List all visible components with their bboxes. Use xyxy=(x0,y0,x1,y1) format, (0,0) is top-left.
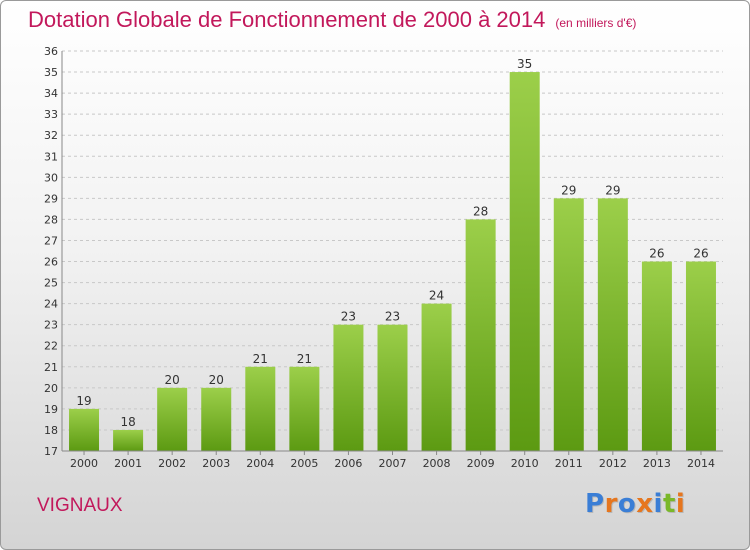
data-label-2001: 18 xyxy=(120,415,135,429)
logo-letter: x xyxy=(636,489,654,519)
data-label-2007: 23 xyxy=(385,310,400,324)
bar-2003 xyxy=(201,387,232,451)
bar-2002 xyxy=(157,387,188,451)
y-tick-label: 19 xyxy=(44,403,58,416)
chart-title: Dotation Globale de Fonctionnement de 20… xyxy=(28,7,636,33)
y-tick-label: 33 xyxy=(44,108,58,121)
data-label-2000: 19 xyxy=(76,394,91,408)
data-label-2012: 29 xyxy=(605,183,620,197)
bar-2005 xyxy=(289,366,320,451)
bar-2009 xyxy=(465,219,496,451)
data-label-2008: 24 xyxy=(429,289,444,303)
x-tick-label-2003: 2003 xyxy=(202,457,230,470)
x-tick-label-2010: 2010 xyxy=(511,457,539,470)
bar-2000 xyxy=(69,408,100,451)
bars: 19 18 20 20 21 21 23 23 24 28 35 29 29 26 26 xyxy=(69,57,716,451)
y-tick-label: 26 xyxy=(44,256,58,269)
bar-2008 xyxy=(421,303,452,451)
y-tick-label: 29 xyxy=(44,192,58,205)
x-tick-label-2014: 2014 xyxy=(687,457,715,470)
x-tick-label-2002: 2002 xyxy=(158,457,186,470)
y-tick-label: 17 xyxy=(44,445,58,458)
x-tick-label-2013: 2013 xyxy=(643,457,671,470)
y-axis: 17 18 19 20 21 22 23 24 25 26 27 28 29 30 31 32 33 34 35 36 xyxy=(44,45,63,458)
data-label-2013: 26 xyxy=(649,247,664,261)
bar-2012 xyxy=(597,198,628,451)
logo-letter: r xyxy=(604,489,618,519)
data-label-2005: 21 xyxy=(297,352,312,366)
logo-letter: i xyxy=(653,489,663,519)
x-tick-label-2005: 2005 xyxy=(290,457,318,470)
bar-2010 xyxy=(509,72,540,451)
data-label-2002: 20 xyxy=(165,373,180,387)
bar-2004 xyxy=(245,366,276,451)
y-tick-label: 28 xyxy=(44,213,58,226)
logo-letter: P xyxy=(585,489,605,519)
y-tick-label: 36 xyxy=(44,45,58,58)
x-tick-label-2011: 2011 xyxy=(555,457,583,470)
x-tick-label-2001: 2001 xyxy=(114,457,142,470)
x-axis: 2000 2001 2002 2003 2004 2005 2006 2007 2008 2009… xyxy=(62,450,723,470)
y-tick-label: 30 xyxy=(44,171,58,184)
bar-2013 xyxy=(641,261,672,451)
y-tick-label: 24 xyxy=(44,298,58,311)
logo-letter: t xyxy=(662,489,676,519)
data-label-2010: 35 xyxy=(517,57,532,71)
data-label-2004: 21 xyxy=(253,352,268,366)
y-tick-label: 23 xyxy=(44,319,58,332)
data-label-2003: 20 xyxy=(209,373,224,387)
data-label-2014: 26 xyxy=(693,247,708,261)
bar-2001 xyxy=(113,429,144,451)
y-tick-label: 34 xyxy=(44,87,58,100)
data-label-2011: 29 xyxy=(561,183,576,197)
data-label-2006: 23 xyxy=(341,310,356,324)
bar-2007 xyxy=(377,324,408,451)
y-tick-label: 20 xyxy=(44,382,58,395)
data-label-2009: 28 xyxy=(473,204,488,218)
y-tick-label: 35 xyxy=(44,66,58,79)
bar-2011 xyxy=(553,198,584,451)
unit-label: (en milliers d'€) xyxy=(555,16,637,30)
y-tick-label: 18 xyxy=(44,424,58,437)
bar-2006 xyxy=(333,324,364,451)
y-tick-label: 31 xyxy=(44,150,58,163)
x-tick-label-2004: 2004 xyxy=(246,457,274,470)
x-tick-label-2007: 2007 xyxy=(379,457,407,470)
y-tick-label: 32 xyxy=(44,129,58,142)
proxiti-logo[interactable]: Proxiti xyxy=(585,489,685,519)
logo-letter: i xyxy=(675,489,686,519)
bar-2014 xyxy=(685,261,716,451)
commune-name: VIGNAUX xyxy=(37,495,123,516)
x-tick-label-2000: 2000 xyxy=(70,457,98,470)
x-tick-label-2008: 2008 xyxy=(423,457,451,470)
y-tick-label: 22 xyxy=(44,340,58,353)
y-tick-label: 21 xyxy=(44,361,58,374)
logo-letter: o xyxy=(617,489,637,519)
title-text: Dotation Globale de Fonctionnement de 20… xyxy=(28,7,546,32)
x-tick-label-2012: 2012 xyxy=(599,457,627,470)
x-tick-label-2009: 2009 xyxy=(467,457,495,470)
x-tick-label-2006: 2006 xyxy=(334,457,362,470)
y-tick-label: 25 xyxy=(44,277,58,290)
y-tick-label: 27 xyxy=(44,234,58,247)
